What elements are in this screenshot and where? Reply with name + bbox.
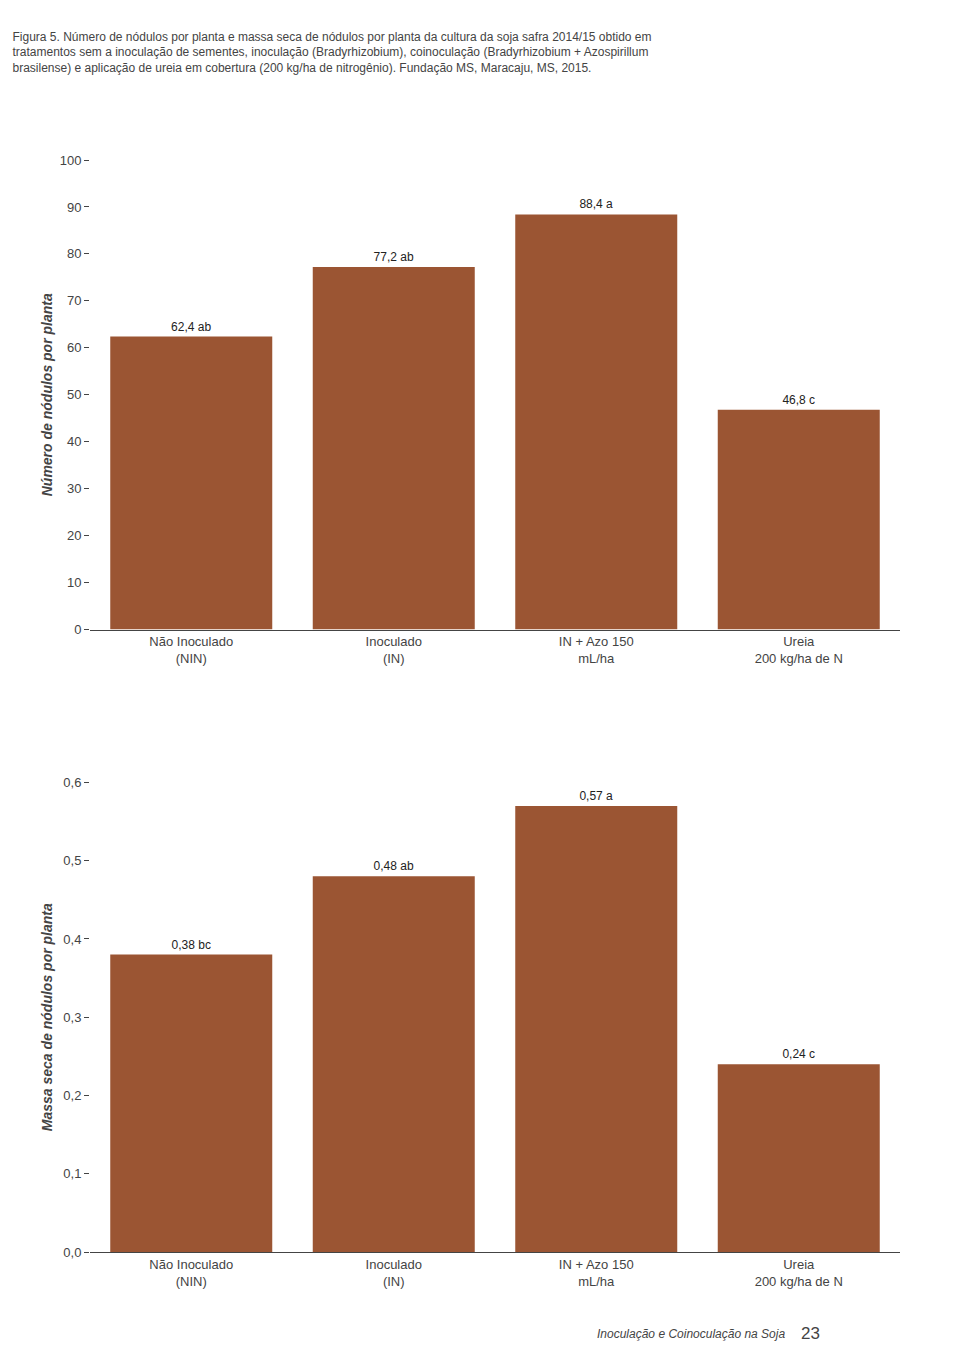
svg-text:90: 90 xyxy=(67,200,81,215)
svg-text:IN + Azo 150mL/ha: IN + Azo 150mL/ha xyxy=(559,634,634,666)
svg-text:40: 40 xyxy=(67,434,81,449)
svg-text:0,48 ab: 0,48 ab xyxy=(374,859,414,873)
svg-text:0,5: 0,5 xyxy=(63,853,81,868)
svg-text:0,38 bc: 0,38 bc xyxy=(172,938,211,952)
svg-text:Inoculação e Coinoculação na S: Inoculação e Coinoculação na Soja xyxy=(597,1327,785,1341)
svg-text:Figura 5. Número de nódulos po: Figura 5. Número de nódulos por planta e… xyxy=(12,30,651,75)
svg-text:80: 80 xyxy=(67,246,81,261)
svg-text:30: 30 xyxy=(67,481,81,496)
svg-text:50: 50 xyxy=(67,387,81,402)
svg-text:88,4 a: 88,4 a xyxy=(579,197,613,211)
svg-text:77,2 ab: 77,2 ab xyxy=(374,250,414,264)
svg-text:46,8 c: 46,8 c xyxy=(782,393,815,407)
svg-text:Não Inoculado(NIN): Não Inoculado(NIN) xyxy=(149,634,233,666)
svg-text:100: 100 xyxy=(60,153,82,168)
svg-text:IN + Azo 150mL/ha: IN + Azo 150mL/ha xyxy=(559,1257,634,1289)
svg-text:Inoculado(IN): Inoculado(IN) xyxy=(366,1257,422,1289)
svg-text:60: 60 xyxy=(67,340,81,355)
svg-text:0,0: 0,0 xyxy=(63,1245,81,1260)
svg-text:0,24 c: 0,24 c xyxy=(782,1047,815,1061)
svg-text:0,2: 0,2 xyxy=(63,1088,81,1103)
svg-text:Número de nódulos por planta: Número de nódulos por planta xyxy=(39,293,55,496)
svg-text:0,6: 0,6 xyxy=(63,775,81,790)
svg-text:Ureia200 kg/ha de N: Ureia200 kg/ha de N xyxy=(755,634,843,666)
svg-text:62,4 ab: 62,4 ab xyxy=(171,320,211,334)
svg-text:0: 0 xyxy=(74,622,81,637)
svg-text:0,3: 0,3 xyxy=(63,1010,81,1025)
svg-text:20: 20 xyxy=(67,528,81,543)
svg-text:0,1: 0,1 xyxy=(63,1166,81,1181)
svg-text:10: 10 xyxy=(67,575,81,590)
svg-text:Inoculado(IN): Inoculado(IN) xyxy=(366,634,422,666)
svg-text:0,4: 0,4 xyxy=(63,932,81,947)
svg-text:23: 23 xyxy=(801,1324,820,1343)
svg-text:Não Inoculado(NIN): Não Inoculado(NIN) xyxy=(149,1257,233,1289)
svg-text:70: 70 xyxy=(67,293,81,308)
svg-text:0,57 a: 0,57 a xyxy=(579,789,613,803)
svg-text:Ureia200 kg/ha de N: Ureia200 kg/ha de N xyxy=(755,1257,843,1289)
svg-text:Massa seca de nódulos por plan: Massa seca de nódulos por planta xyxy=(39,903,55,1131)
